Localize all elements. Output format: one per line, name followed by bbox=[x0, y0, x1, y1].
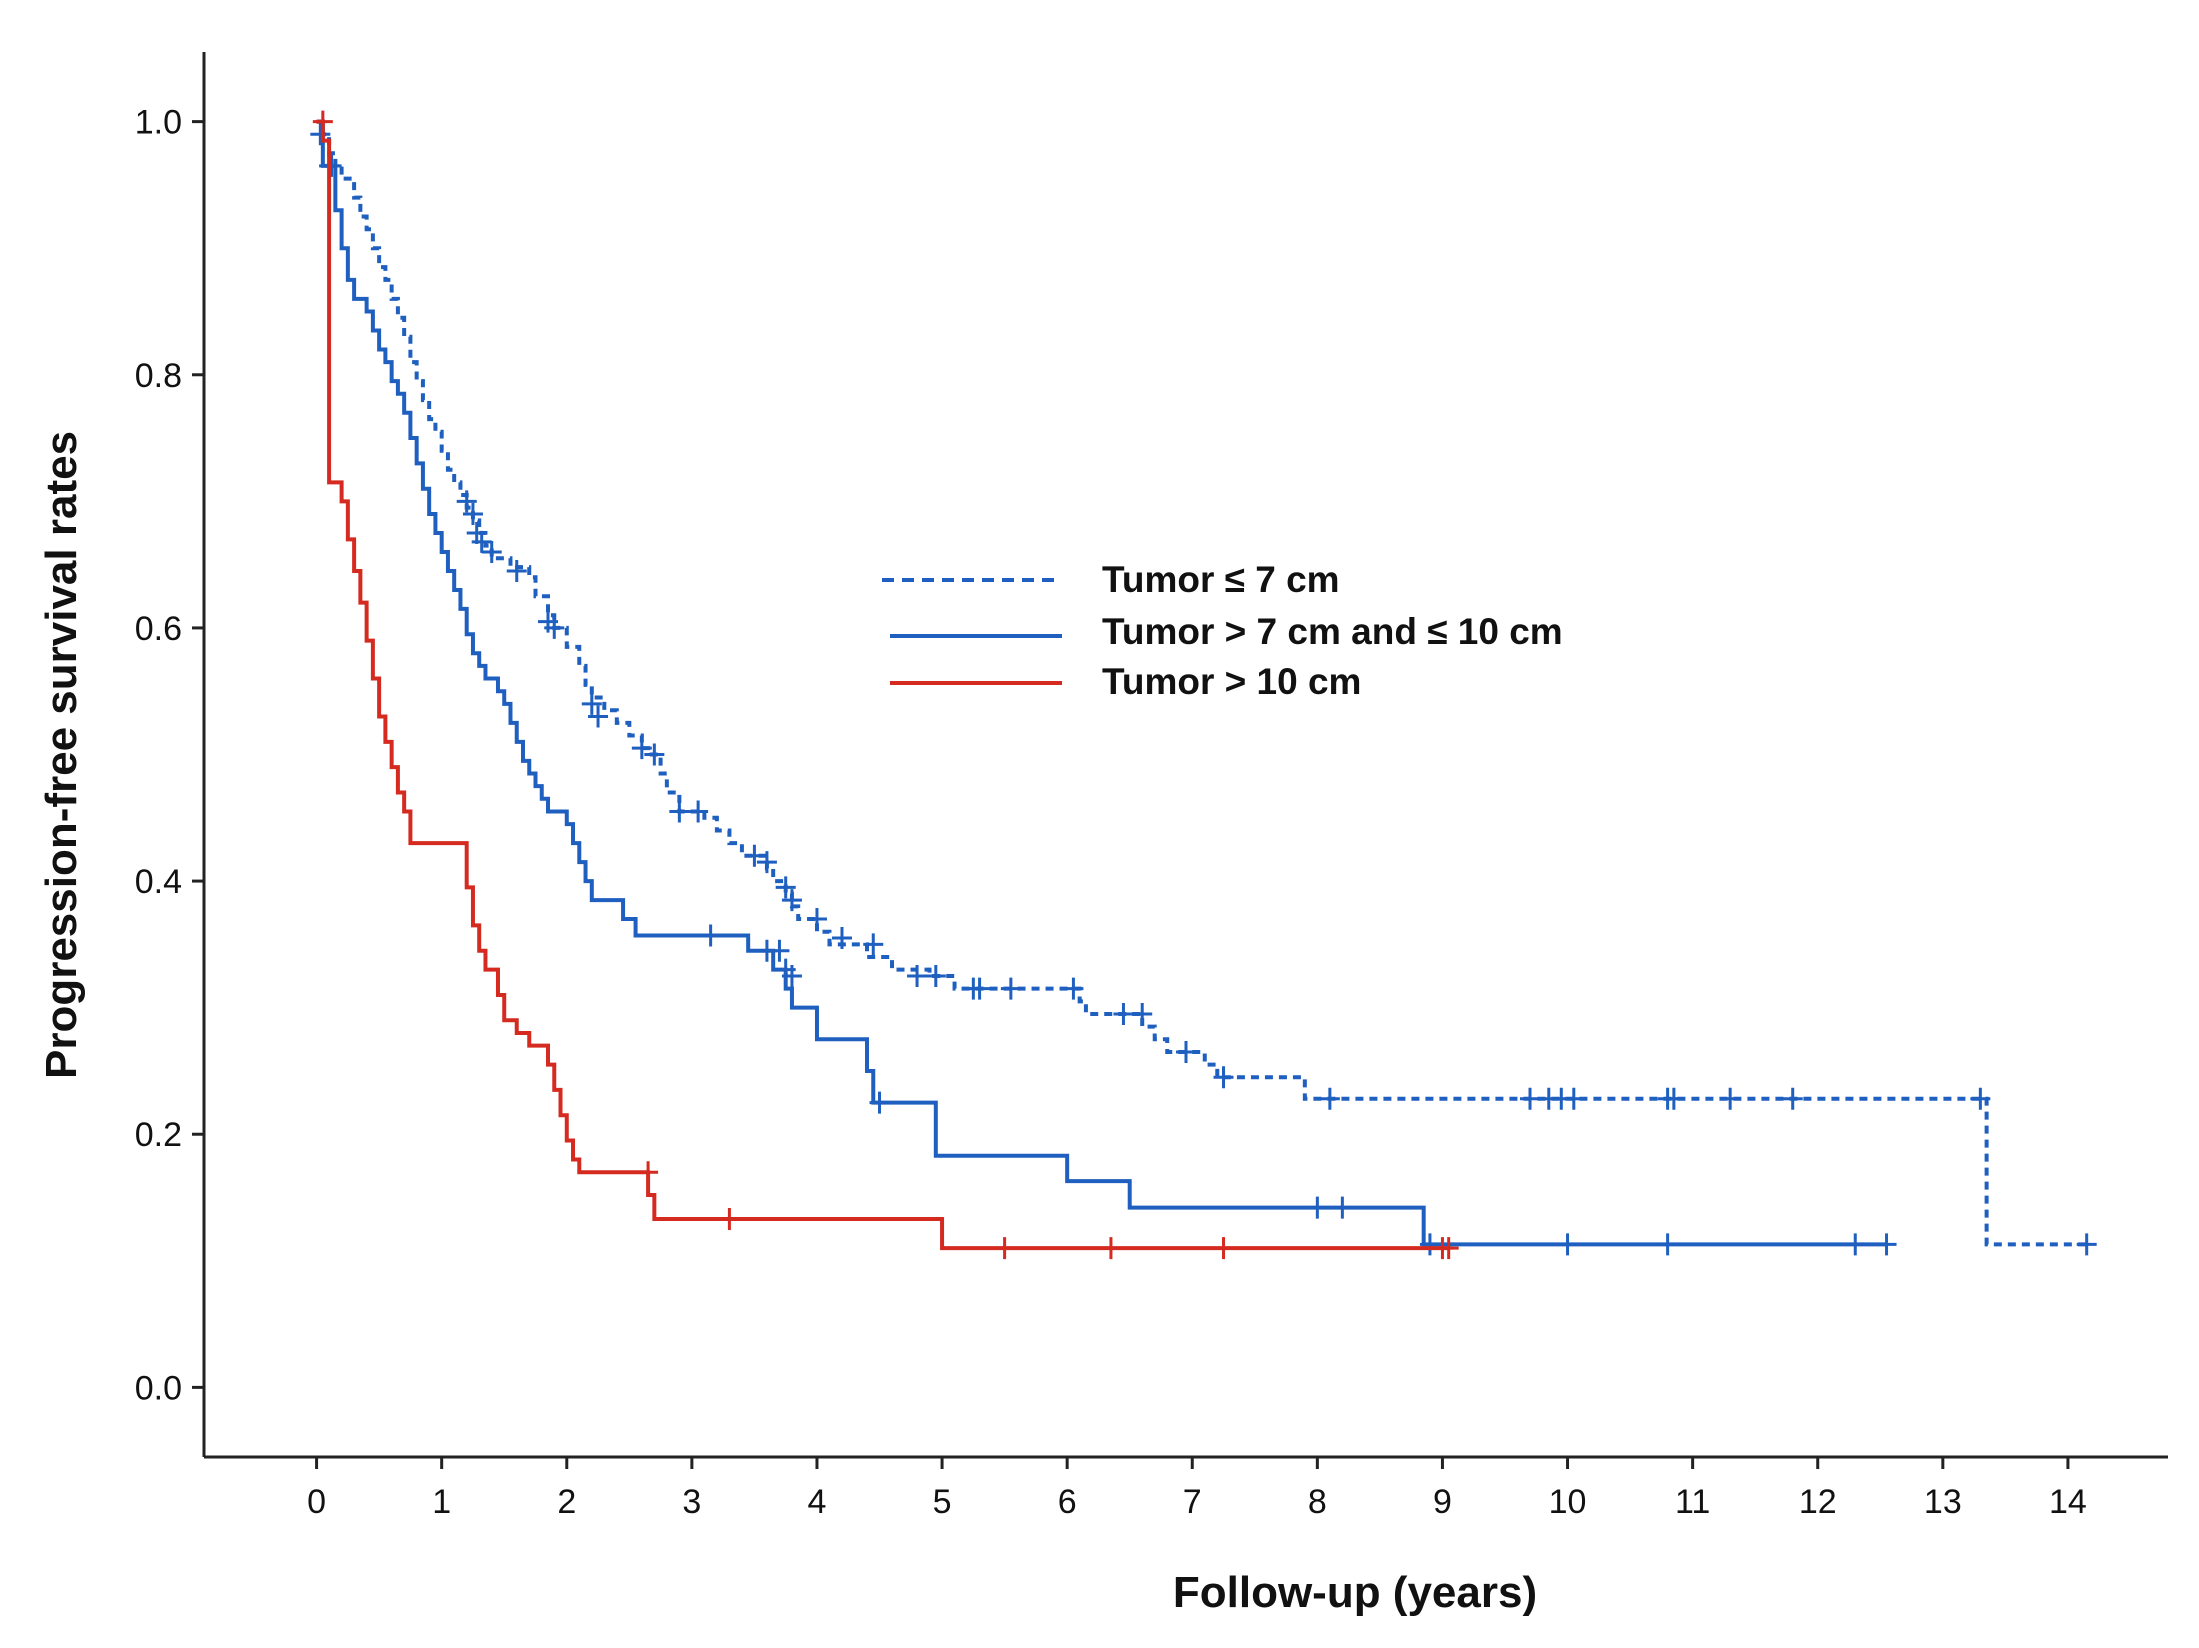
series-tumor-le-7-censor-mark bbox=[1563, 1087, 1584, 1110]
series-tumor-7-10-censor-mark bbox=[1845, 1233, 1866, 1256]
series-tumor-gt-10-censor-mark bbox=[719, 1208, 740, 1231]
series-tumor-le-7-censor-mark bbox=[969, 977, 990, 1000]
plot-area: 0.00.20.40.60.81.0 0 1 2 3 4 5 6 7 8 9 10 11 12 13 14 bbox=[135, 52, 2168, 1521]
series-tumor-gt-10-censor-mark bbox=[1100, 1237, 1121, 1260]
y-tick-label: 0.8 bbox=[135, 357, 182, 395]
series-tumor-le-7-censor-mark bbox=[588, 705, 609, 728]
series-tumor-le-7-censor-mark bbox=[462, 503, 483, 526]
series-tumor-le-7-censor-mark bbox=[1319, 1087, 1340, 1110]
series-tumor-le-7-censor-mark bbox=[481, 540, 502, 563]
series-tumor-le-7-censor-mark bbox=[456, 490, 477, 513]
series-tumor-7-10-censor-mark bbox=[1419, 1233, 1440, 1256]
series-tumor-7-10-censor-mark bbox=[869, 1091, 890, 1114]
series-tumor-le-7-censor-mark bbox=[1663, 1087, 1684, 1110]
x-tick-label: 0 bbox=[307, 1483, 326, 1521]
series-tumor-le-7-censor-mark bbox=[863, 933, 884, 956]
series-tumor-le-7-censor-mark bbox=[1063, 977, 1084, 1000]
x-tick-label: 10 bbox=[1549, 1483, 1587, 1521]
series-tumor-le-7-censor-mark bbox=[1970, 1087, 1991, 1110]
series-tumor-le-7-censor-mark bbox=[744, 844, 765, 867]
series-tumor-7-10-censor-mark bbox=[1332, 1196, 1353, 1219]
series-tumor-le-7-censor-mark bbox=[644, 743, 665, 766]
x-tick-label: 7 bbox=[1183, 1483, 1202, 1521]
series-tumor-le-7-censor-mark bbox=[688, 800, 709, 823]
x-tick-label: 14 bbox=[2049, 1483, 2087, 1521]
series-tumor-gt-10-line bbox=[316, 119, 1449, 1251]
y-axis-title: Progression-free survival rates bbox=[37, 431, 86, 1079]
y-ticks: 0.0 0.2 0.4 0.6 0.8 1.0 bbox=[135, 104, 204, 1407]
series-layer bbox=[310, 110, 2097, 1260]
series-tumor-le-7-censor-mark bbox=[756, 851, 777, 874]
series-tumor-le-7-censor-mark bbox=[781, 889, 802, 912]
series-tumor-le-7-censor-mark bbox=[831, 927, 852, 950]
x-tick-label: 2 bbox=[557, 1483, 576, 1521]
x-tick-label: 11 bbox=[1675, 1483, 1710, 1521]
series-tumor-le-7-censor-mark bbox=[544, 616, 565, 639]
series-tumor-7-10-censor-mark bbox=[769, 939, 790, 962]
series-tumor-7-10-censor-mark bbox=[781, 965, 802, 988]
series-tumor-le-7-censor-mark bbox=[1176, 1040, 1196, 1063]
y-tick-label: 1.0 bbox=[135, 104, 182, 142]
x-axis-title: Follow-up (years) bbox=[1173, 1568, 1537, 1617]
series-tumor-le-7-censor-mark bbox=[506, 559, 527, 582]
series-tumor-le-7-censor-mark bbox=[669, 800, 690, 823]
x-ticks: 0 1 2 3 4 5 6 7 8 9 10 11 12 13 14 bbox=[307, 1457, 2087, 1521]
series-tumor-le-7-censor-mark bbox=[907, 965, 928, 988]
x-tick-label: 6 bbox=[1058, 1483, 1077, 1521]
x-tick-label: 8 bbox=[1308, 1483, 1327, 1521]
series-tumor-gt-10-censor-mark bbox=[1213, 1237, 1234, 1260]
series-tumor-7-10-censor-mark bbox=[1657, 1233, 1678, 1256]
series-tumor-7-10-censor-mark bbox=[1307, 1196, 1328, 1219]
legend-label-tumor-7-10: Tumor > 7 cm and ≤ 10 cm bbox=[1102, 611, 1563, 652]
y-tick-label: 0.4 bbox=[135, 863, 182, 901]
series-tumor-le-7-censor-mark bbox=[466, 521, 487, 544]
series-tumor-le-7-censor-mark bbox=[310, 123, 331, 146]
series-tumor-le-7-censor-mark bbox=[1213, 1066, 1234, 1089]
y-tick-label: 0.2 bbox=[135, 1116, 182, 1154]
series-tumor-7-10-censor-mark bbox=[1557, 1233, 1578, 1256]
y-tick-label: 0.6 bbox=[135, 610, 182, 648]
series-tumor-le-7-line bbox=[316, 119, 2087, 1247]
x-tick-label: 1 bbox=[432, 1483, 451, 1521]
series-tumor-le-7-censor-mark bbox=[1520, 1087, 1541, 1110]
series-tumor-le-7-censor-mark bbox=[631, 737, 652, 760]
series-tumor-le-7-censor-mark bbox=[1132, 1002, 1153, 1025]
x-tick-label: 4 bbox=[808, 1483, 827, 1521]
series-tumor-gt-10-censor-mark bbox=[994, 1237, 1015, 1260]
legend-label-tumor-gt-10: Tumor > 10 cm bbox=[1102, 661, 1361, 702]
series-tumor-le-7-censor-mark bbox=[1782, 1087, 1803, 1110]
series-tumor-le-7-censor-mark bbox=[1113, 1002, 1134, 1025]
series-tumor-le-7-censor-mark bbox=[806, 908, 827, 931]
series-tumor-le-7-censor-mark bbox=[471, 530, 492, 553]
y-tick-label: 0.0 bbox=[135, 1369, 182, 1407]
x-tick-label: 3 bbox=[682, 1483, 701, 1521]
series-tumor-7-10-censor-mark bbox=[700, 924, 721, 947]
series-tumor-le-7-censor-mark bbox=[581, 692, 602, 715]
legend-label-tumor-le-7: Tumor ≤ 7 cm bbox=[1102, 559, 1340, 600]
x-tick-label: 13 bbox=[1924, 1483, 1962, 1521]
legend: Tumor ≤ 7 cm Tumor > 7 cm and ≤ 10 cm Tu… bbox=[882, 559, 1563, 702]
series-tumor-gt-10-censor-mark bbox=[1438, 1237, 1459, 1260]
x-tick-label: 5 bbox=[933, 1483, 952, 1521]
series-tumor-le-7-censor-mark bbox=[1720, 1087, 1741, 1110]
x-tick-label: 12 bbox=[1799, 1483, 1837, 1521]
series-tumor-le-7-censor-mark bbox=[775, 876, 796, 899]
series-tumor-7-10-censor-mark bbox=[1876, 1233, 1897, 1256]
series-tumor-le-7-censor-mark bbox=[925, 965, 946, 988]
series-tumor-le-7-censor-mark bbox=[2076, 1233, 2097, 1256]
series-tumor-le-7-censor-mark bbox=[1000, 977, 1021, 1000]
series-tumor-gt-10-censor-mark bbox=[638, 1161, 659, 1184]
series-tumor-gt-10-censor-mark bbox=[312, 110, 333, 133]
x-tick-label: 9 bbox=[1433, 1483, 1452, 1521]
